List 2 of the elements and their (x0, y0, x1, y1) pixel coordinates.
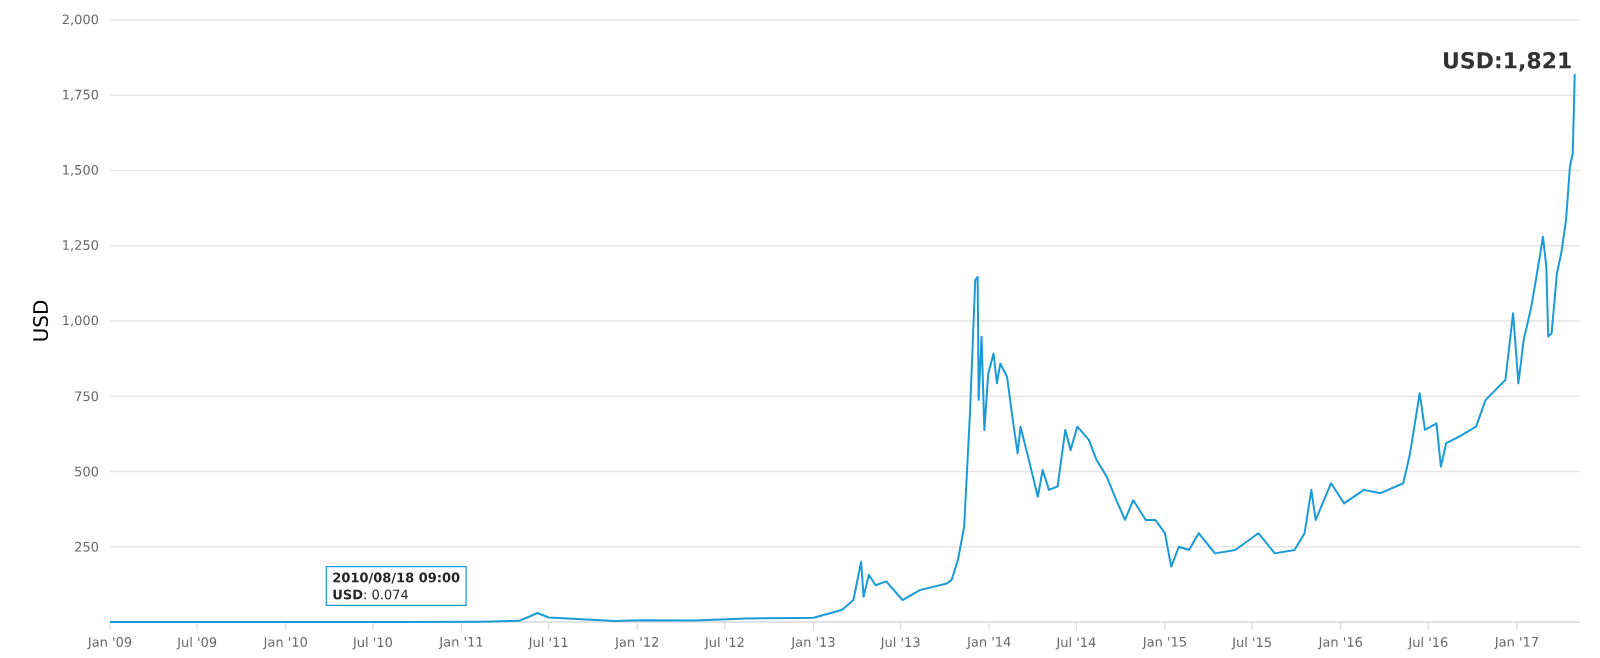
annotation: USD:1,821 (1443, 52, 1571, 72)
y-axis-title: USD (32, 300, 49, 341)
